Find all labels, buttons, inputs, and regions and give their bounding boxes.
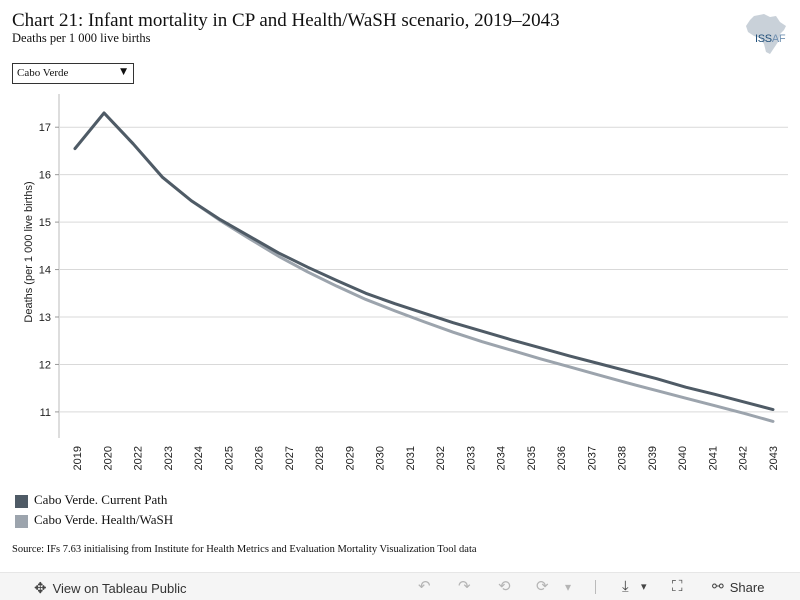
y-axis-label: Deaths (per 1 000 live births) — [23, 181, 35, 322]
x-axis: 2019 2020 2022 2023 2024 2025 2026 2027 2028 2029… — [72, 446, 780, 470]
revert-icon[interactable]: ⟲ — [498, 577, 511, 595]
country-select-value: Cabo Verde — [17, 67, 69, 79]
x-tick-label: 2040 — [677, 446, 689, 470]
x-tick-label: 2034 — [496, 446, 508, 470]
x-tick-label: 2019 — [72, 446, 84, 470]
series-line-current-path[interactable] — [73, 111, 775, 412]
x-tick-label: 2033 — [465, 446, 477, 470]
x-tick-label: 2036 — [556, 446, 568, 470]
y-tick-label: 16 — [39, 170, 51, 182]
redo-icon[interactable]: ↷ — [458, 577, 471, 595]
x-tick-label: 2038 — [617, 446, 629, 470]
legend: Cabo Verde. Current Path Cabo Verde. Hea… — [15, 490, 173, 530]
y-tick-label: 14 — [39, 265, 51, 277]
fullscreen-icon[interactable]: ⛶ — [672, 577, 683, 595]
x-tick-label: 2039 — [647, 446, 659, 470]
x-tick-label: 2022 — [133, 446, 145, 470]
x-tick-label: 2042 — [738, 446, 750, 470]
x-tick-label: 2023 — [163, 446, 175, 470]
legend-label-current-path: Cabo Verde. Current Path — [34, 492, 168, 507]
y-tick-label: 12 — [39, 359, 51, 371]
download-dropdown-icon[interactable]: ▾ — [641, 580, 647, 593]
y-tick-label: 11 — [40, 407, 51, 419]
source-note: Source: IFs 7.63 initialising from Insti… — [12, 544, 477, 555]
x-tick-label: 2032 — [435, 446, 447, 470]
x-tick-label: 2029 — [344, 446, 356, 470]
chevron-down-icon: ▼ — [120, 67, 127, 77]
legend-swatch-current-path — [15, 494, 28, 508]
share-button[interactable]: ⚯ Share — [712, 579, 764, 595]
x-tick-label: 2020 — [102, 446, 114, 470]
chart-subtitle: Deaths per 1 000 live births — [12, 31, 151, 45]
chart-title: Chart 21: Infant mortality in CP and Hea… — [12, 10, 560, 31]
x-tick-label: 2028 — [314, 446, 326, 470]
tableau-toolbar: ✥ View on Tableau Public ↶ ↷ ⟲ ⟳ ▾ ⤓ ▾ ⛶… — [0, 572, 800, 600]
share-icon: ⚯ — [712, 579, 724, 595]
y-tick-label: 13 — [39, 312, 51, 324]
toolbar-divider — [595, 580, 596, 594]
y-axis: 11 12 13 14 15 16 17 — [39, 122, 59, 419]
tableau-icon: ✥ — [34, 579, 47, 597]
x-tick-label: 2043 — [768, 446, 780, 470]
legend-item-current-path[interactable]: Cabo Verde. Current Path — [15, 490, 173, 510]
legend-swatch-health-wash — [15, 514, 28, 528]
view-on-tableau-link[interactable]: ✥ View on Tableau Public — [34, 579, 187, 597]
grid-lines — [60, 126, 788, 413]
share-label: Share — [729, 579, 765, 595]
view-on-tableau-label: View on Tableau Public — [52, 580, 187, 596]
series-lines — [73, 111, 775, 423]
y-tick-label: 17 — [39, 122, 51, 134]
legend-label-health-wash: Cabo Verde. Health/WaSH — [34, 512, 174, 527]
series-line-health-wash[interactable] — [73, 111, 775, 423]
x-tick-label: 2041 — [707, 446, 719, 470]
y-tick-label: 15 — [39, 217, 51, 229]
x-tick-label: 2024 — [193, 446, 205, 470]
legend-item-health-wash[interactable]: Cabo Verde. Health/WaSH — [15, 510, 173, 530]
country-select[interactable]: Cabo Verde ▼ — [12, 63, 134, 84]
x-tick-label: 2031 — [405, 446, 417, 470]
x-tick-label: 2037 — [586, 446, 598, 470]
x-tick-label: 2027 — [284, 446, 296, 470]
x-tick-label: 2025 — [223, 446, 235, 470]
x-tick-label: 2026 — [254, 446, 266, 470]
download-icon[interactable]: ⤓ — [622, 577, 629, 595]
africa-logo-icon — [746, 14, 786, 54]
refresh-dropdown-icon[interactable]: ▾ — [565, 580, 572, 594]
refresh-icon[interactable]: ⟳ — [536, 577, 549, 595]
logo-text: ISSAF — [755, 33, 786, 45]
undo-icon[interactable]: ↶ — [418, 577, 431, 595]
x-tick-label: 2030 — [375, 446, 387, 470]
x-tick-label: 2035 — [526, 446, 538, 470]
